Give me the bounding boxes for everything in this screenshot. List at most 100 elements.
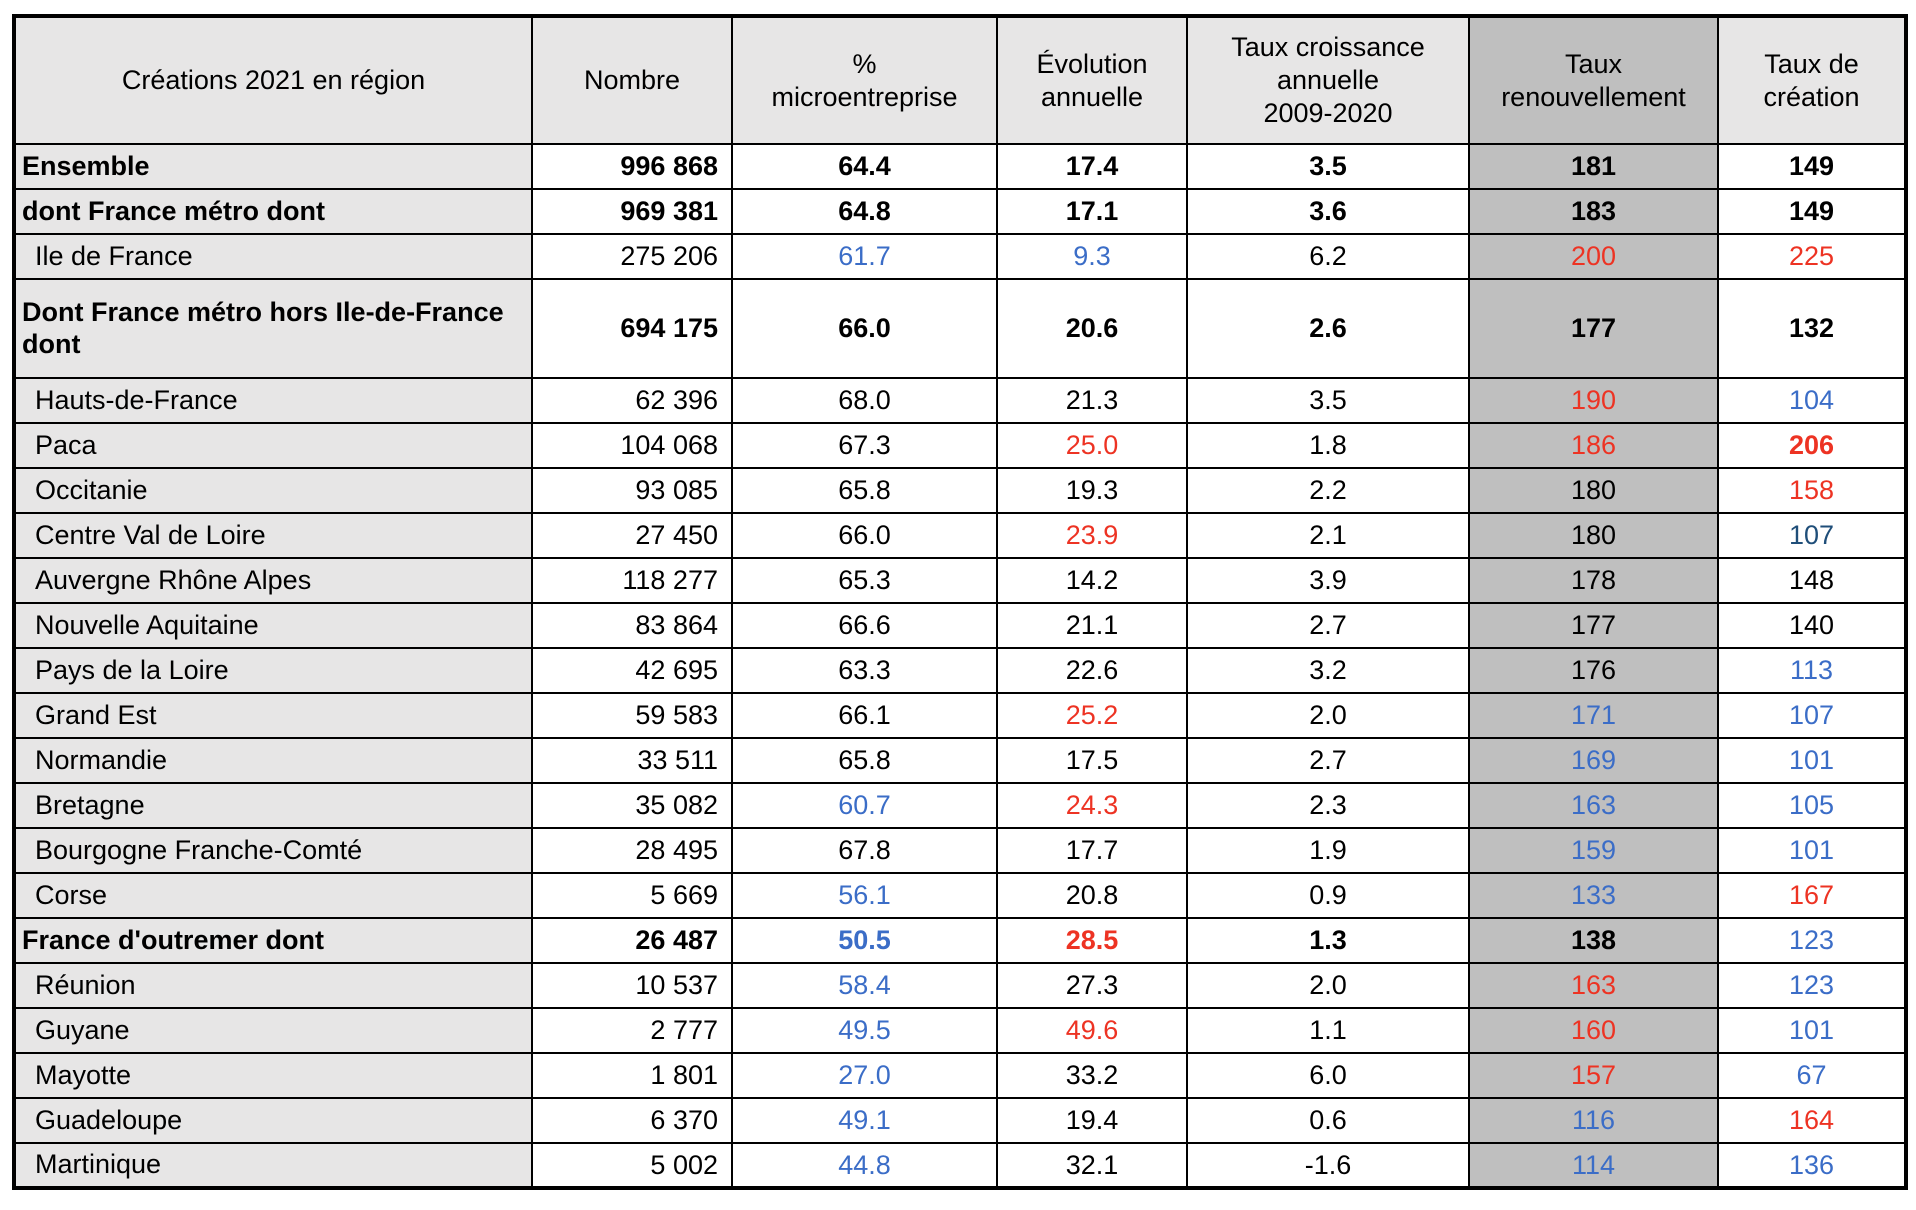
table-row: Normandie 33 511 65.8 17.5 2.7 169 101 <box>13 737 1907 784</box>
value-cell: 169 <box>1468 737 1719 784</box>
value-cell: 2 777 <box>531 1007 733 1054</box>
value-cell: 19.4 <box>996 1097 1188 1144</box>
value-cell: 180 <box>1468 512 1719 559</box>
value-cell: 104 <box>1717 377 1907 424</box>
value-cell: 64.8 <box>731 188 998 235</box>
value-cell: 107 <box>1717 512 1907 559</box>
table-row: Ensemble 996 868 64.4 17.4 3.5 181 149 <box>13 143 1907 190</box>
region-cell: Martinique <box>13 1142 533 1189</box>
table-row: Bretagne 35 082 60.7 24.3 2.3 163 105 <box>13 782 1907 829</box>
table-row: Guadeloupe 6 370 49.1 19.4 0.6 116 164 <box>13 1097 1907 1144</box>
value-cell: 49.6 <box>996 1007 1188 1054</box>
value-cell: 66.6 <box>731 602 998 649</box>
value-cell: 159 <box>1468 827 1719 874</box>
value-cell: 158 <box>1717 467 1907 514</box>
table-row: Ile de France 275 206 61.7 9.3 6.2 200 225 <box>13 233 1907 280</box>
value-cell: 180 <box>1468 467 1719 514</box>
value-cell: 27.0 <box>731 1052 998 1099</box>
value-cell: 10 537 <box>531 962 733 1009</box>
value-cell: 114 <box>1468 1142 1719 1189</box>
region-cell: Corse <box>13 872 533 919</box>
value-cell: 101 <box>1717 737 1907 784</box>
value-cell: 67.8 <box>731 827 998 874</box>
region-cell: Ile de France <box>13 233 533 280</box>
value-cell: 160 <box>1468 1007 1719 1054</box>
value-cell: 167 <box>1717 872 1907 919</box>
value-cell: 105 <box>1717 782 1907 829</box>
value-cell: 65.8 <box>731 467 998 514</box>
table-row: Centre Val de Loire 27 450 66.0 23.9 2.1 180 1… <box>13 512 1907 559</box>
value-cell: 2.0 <box>1186 692 1470 739</box>
value-cell: 3.5 <box>1186 143 1470 190</box>
value-cell: 0.9 <box>1186 872 1470 919</box>
value-cell: 118 277 <box>531 557 733 604</box>
value-cell: 49.1 <box>731 1097 998 1144</box>
region-cell: Nouvelle Aquitaine <box>13 602 533 649</box>
region-cell: Hauts-de-France <box>13 377 533 424</box>
value-cell: 28 495 <box>531 827 733 874</box>
value-cell: 181 <box>1468 143 1719 190</box>
region-cell: Guadeloupe <box>13 1097 533 1144</box>
value-cell: 6.2 <box>1186 233 1470 280</box>
value-cell: 149 <box>1717 188 1907 235</box>
table-row: Hauts-de-France 62 396 68.0 21.3 3.5 190 104 <box>13 377 1907 424</box>
value-cell: 61.7 <box>731 233 998 280</box>
region-cell: Pays de la Loire <box>13 647 533 694</box>
value-cell: 163 <box>1468 962 1719 1009</box>
value-cell: 2.1 <box>1186 512 1470 559</box>
value-cell: 33 511 <box>531 737 733 784</box>
region-cell: France d'outremer dont <box>13 917 533 964</box>
value-cell: 66.0 <box>731 512 998 559</box>
value-cell: 68.0 <box>731 377 998 424</box>
region-cell: Guyane <box>13 1007 533 1054</box>
value-cell: 2.7 <box>1186 737 1470 784</box>
value-cell: 17.1 <box>996 188 1188 235</box>
region-cell: Paca <box>13 422 533 469</box>
value-cell: 138 <box>1468 917 1719 964</box>
value-cell: 2.3 <box>1186 782 1470 829</box>
value-cell: 190 <box>1468 377 1719 424</box>
value-cell: 148 <box>1717 557 1907 604</box>
header-cell-nombre: Nombre <box>531 15 733 145</box>
value-cell: 33.2 <box>996 1052 1188 1099</box>
value-cell: 25.0 <box>996 422 1188 469</box>
value-cell: 123 <box>1717 917 1907 964</box>
value-cell: 67 <box>1717 1052 1907 1099</box>
table-body: Ensemble 996 868 64.4 17.4 3.5 181 149 dont Fra… <box>13 143 1907 1189</box>
value-cell: 27 450 <box>531 512 733 559</box>
value-cell: 23.9 <box>996 512 1188 559</box>
value-cell: 26 487 <box>531 917 733 964</box>
value-cell: 133 <box>1468 872 1719 919</box>
table-row: Auvergne Rhône Alpes 118 277 65.3 14.2 3.9 17… <box>13 557 1907 604</box>
header-cell-region: Créations 2021 en région <box>13 15 533 145</box>
region-cell: Centre Val de Loire <box>13 512 533 559</box>
value-cell: -1.6 <box>1186 1142 1470 1189</box>
value-cell: 6.0 <box>1186 1052 1470 1099</box>
value-cell: 113 <box>1717 647 1907 694</box>
value-cell: 3.2 <box>1186 647 1470 694</box>
table-row: Pays de la Loire 42 695 63.3 22.6 3.2 176 113 <box>13 647 1907 694</box>
value-cell: 62 396 <box>531 377 733 424</box>
table-row: dont France métro dont 969 381 64.8 17.1 3.6… <box>13 188 1907 235</box>
region-cell: Dont France métro hors Ile-de-France don… <box>13 278 533 379</box>
regional-creations-table: Créations 2021 en région Nombre % microe… <box>12 14 1908 1190</box>
table-row: Martinique 5 002 44.8 32.1 -1.6 114 136 <box>13 1142 1907 1189</box>
region-cell: Bourgogne Franche-Comté <box>13 827 533 874</box>
value-cell: 32.1 <box>996 1142 1188 1189</box>
header-row: Créations 2021 en région Nombre % microe… <box>13 15 1907 145</box>
value-cell: 1.9 <box>1186 827 1470 874</box>
header-cell-taux-creation: Taux de création <box>1717 15 1907 145</box>
value-cell: 50.5 <box>731 917 998 964</box>
table-row: Occitanie 93 085 65.8 19.3 2.2 180 158 <box>13 467 1907 514</box>
table-row: Bourgogne Franche-Comté 28 495 67.8 17.7 1.9… <box>13 827 1907 874</box>
value-cell: 140 <box>1717 602 1907 649</box>
value-cell: 183 <box>1468 188 1719 235</box>
value-cell: 3.9 <box>1186 557 1470 604</box>
value-cell: 42 695 <box>531 647 733 694</box>
table-row: Dont France métro hors Ile-de-France don… <box>13 278 1907 379</box>
value-cell: 136 <box>1717 1142 1907 1189</box>
value-cell: 3.6 <box>1186 188 1470 235</box>
value-cell: 56.1 <box>731 872 998 919</box>
table-header: Créations 2021 en région Nombre % microe… <box>13 15 1907 145</box>
region-cell: Auvergne Rhône Alpes <box>13 557 533 604</box>
